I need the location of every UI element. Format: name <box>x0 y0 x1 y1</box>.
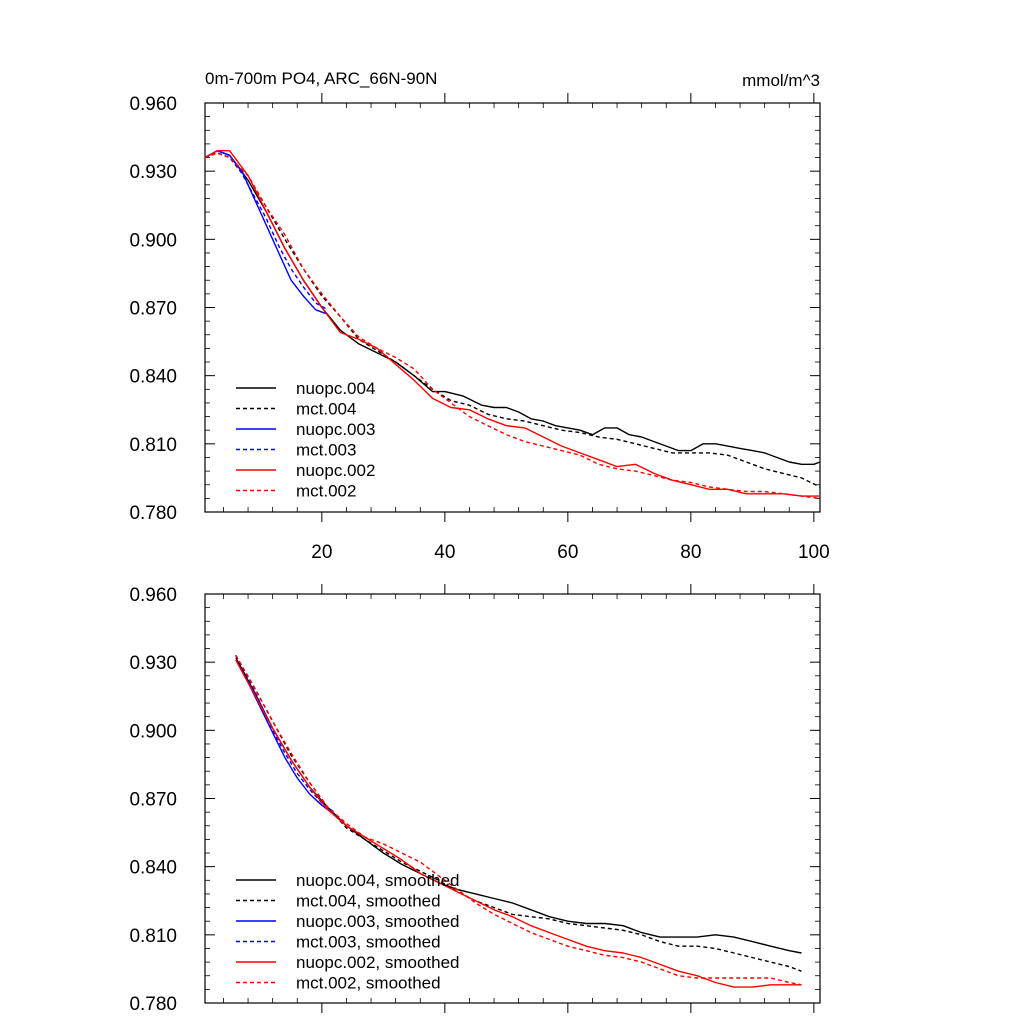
legend-label: mct.003, smoothed <box>296 933 441 952</box>
series-line-mct-003 <box>204 152 329 311</box>
legend-label: nuopc.003 <box>296 420 375 439</box>
series-line-nuopc-002 <box>204 149 820 497</box>
legend-label: nuopc.004 <box>296 379 375 398</box>
y-tick-label: 0.930 <box>129 162 177 183</box>
bottom-panel: 0.960 0.930 0.900 0.870 0.840 0.810 0.780 nuopc… <box>129 584 821 1015</box>
legend-label: nuopc.002 <box>296 461 375 480</box>
series-line-mct-002 <box>204 152 821 500</box>
series-line-mct-004 <box>204 152 821 488</box>
y-tick-label: 0.810 <box>129 926 177 947</box>
y-tick-label: 0.780 <box>129 994 177 1015</box>
legend-label: mct.002 <box>296 482 356 501</box>
chart-title: 0m-700m PO4, ARC_66N-90N <box>205 69 437 88</box>
legend-label: mct.004 <box>296 400 356 419</box>
x-tick-label: 100 <box>798 542 830 563</box>
legend-label: mct.002, smoothed <box>296 974 441 993</box>
x-tick-label: 80 <box>680 542 701 563</box>
y-tick-label: 0.810 <box>129 435 177 456</box>
series-line-nuopc-002-smoothed <box>235 659 802 988</box>
y-tick-label: 0.900 <box>129 230 177 251</box>
series-line-mct-002-smoothed <box>235 654 802 986</box>
legend-label: mct.004, smoothed <box>296 892 441 911</box>
y-tick-label: 0.870 <box>129 790 177 811</box>
y-tick-label: 0.960 <box>129 94 177 115</box>
y-tick-label: 0.780 <box>129 503 177 524</box>
series-line-nuopc-003 <box>204 149 329 315</box>
x-tick-label: 40 <box>434 542 455 563</box>
y-tick-label: 0.870 <box>129 299 177 320</box>
y-tick-label: 0.960 <box>129 585 177 606</box>
y-tick-label: 0.900 <box>129 721 177 742</box>
y-tick-label: 0.840 <box>129 858 177 879</box>
series-line-mct-003-smoothed <box>235 654 335 813</box>
legend-label: nuopc.003, smoothed <box>296 912 460 931</box>
legend-label: nuopc.002, smoothed <box>296 953 460 972</box>
legend-label: mct.003 <box>296 441 356 460</box>
x-tick-label: 20 <box>311 542 332 563</box>
legend-label: nuopc.004, smoothed <box>296 871 460 890</box>
top-panel: 0.960 0.930 0.900 0.870 0.840 0.810 0.780 20 40 6… <box>129 93 830 563</box>
chart-units: mmol/m^3 <box>742 71 820 90</box>
y-tick-label: 0.840 <box>129 367 177 388</box>
x-tick-label: 60 <box>557 542 578 563</box>
y-tick-label: 0.930 <box>129 653 177 674</box>
